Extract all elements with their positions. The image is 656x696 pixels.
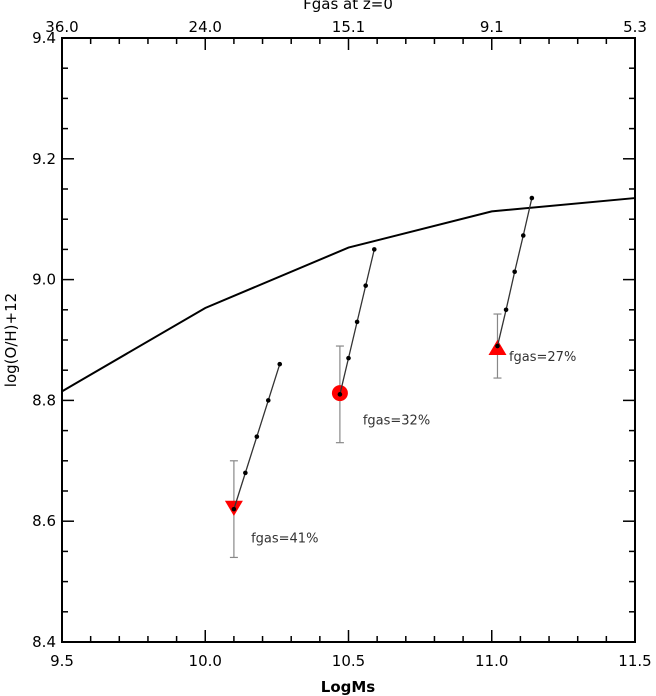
track-point [231, 506, 237, 512]
track-point [512, 269, 517, 275]
fgas-annotation: fgas=32% [363, 414, 430, 429]
fgas-annotation: fgas=41% [251, 531, 318, 546]
track-point [529, 195, 535, 201]
x-tick-label: 10.5 [332, 652, 365, 670]
x-tick-label: 9.5 [50, 652, 74, 670]
y-tick-label: 9.4 [32, 29, 56, 47]
track-point [520, 233, 526, 238]
track-point [346, 355, 351, 361]
track-point [363, 283, 368, 288]
x-tick-label: 11.0 [475, 652, 508, 670]
x-axis-title: LogMs [321, 678, 376, 696]
relation-curve [61, 197, 636, 393]
track-point [265, 398, 271, 403]
y-tick-label: 8.4 [32, 633, 56, 651]
axes [61, 37, 636, 643]
track-point [337, 392, 343, 397]
track-3: fgas=27% [488, 195, 576, 379]
relation-line [61, 197, 636, 393]
y-tick-label: 8.8 [32, 391, 56, 409]
track-point [503, 307, 509, 313]
x-tick-label: 11.5 [618, 652, 651, 670]
y-tick-label: 9.0 [32, 271, 56, 289]
track-point [371, 247, 377, 252]
track-point [243, 470, 248, 476]
plot-frame [61, 37, 636, 643]
track-point [277, 361, 283, 367]
top-tick-label: 9.1 [480, 18, 504, 36]
top-tick-label: 36.0 [45, 18, 78, 36]
fgas-annotation: fgas=27% [509, 350, 576, 365]
top-axis-title: Fgas at z=0 [303, 0, 393, 13]
track-1: fgas=41% [224, 361, 318, 559]
top-tick-label: 15.1 [332, 18, 365, 36]
track-point [354, 319, 360, 325]
top-tick-label: 24.0 [189, 18, 222, 36]
tracks: fgas=41% fgas=32% fgas=27% [224, 195, 576, 559]
top-tick-label: 5.3 [623, 18, 647, 36]
tick-labels: 9.5 10.0 10.5 11.0 11.5 36.0 24.0 15.1 9.1 5.3 8.4… [32, 18, 652, 670]
track-point [254, 434, 260, 439]
y-tick-label: 9.2 [32, 150, 56, 168]
y-axis-title: log(O/H)+12 [2, 293, 20, 387]
y-tick-label: 8.6 [32, 512, 56, 530]
track-2: fgas=32% [331, 247, 430, 444]
track-point [495, 343, 500, 349]
x-tick-label: 10.0 [189, 652, 222, 670]
